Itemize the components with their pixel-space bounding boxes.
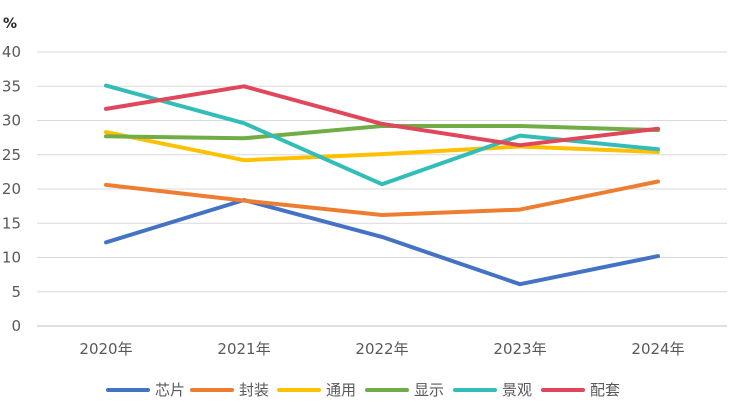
y-tick-label: 0 bbox=[11, 317, 21, 335]
series-line-显示 bbox=[104, 124, 660, 141]
series-line-配套 bbox=[104, 84, 660, 148]
y-tick-label: 30 bbox=[2, 112, 21, 130]
series-line-景观 bbox=[104, 83, 660, 187]
y-tick-label: 5 bbox=[11, 283, 21, 301]
legend-label: 景观 bbox=[502, 381, 532, 399]
legend-item: 配套 bbox=[541, 381, 620, 399]
y-axis-unit-label: % bbox=[3, 16, 17, 32]
y-tick-label: 20 bbox=[2, 180, 21, 198]
legend: 芯片 封装 通用 显示 景观 配套 bbox=[106, 381, 620, 399]
y-tick-label: 25 bbox=[2, 146, 21, 164]
x-tick-label: 2020年 bbox=[79, 340, 132, 358]
x-tick-label: 2022年 bbox=[355, 340, 408, 358]
legend-item: 显示 bbox=[365, 381, 444, 399]
legend-label: 显示 bbox=[414, 381, 444, 399]
series-lines bbox=[104, 83, 660, 287]
y-tick-label: 40 bbox=[2, 43, 21, 61]
y-tick-label: 15 bbox=[2, 214, 21, 232]
series-line-封装 bbox=[104, 179, 660, 217]
legend-label: 封装 bbox=[239, 381, 269, 399]
legend-label: 通用 bbox=[326, 381, 356, 399]
x-tick-label: 2023年 bbox=[493, 340, 546, 358]
x-tick-label: 2024年 bbox=[631, 340, 684, 358]
legend-item: 景观 bbox=[453, 381, 532, 399]
series-line-芯片 bbox=[104, 198, 660, 287]
legend-item: 封装 bbox=[190, 381, 269, 399]
legend-label: 配套 bbox=[590, 381, 620, 399]
x-tick-label: 2021年 bbox=[217, 340, 270, 358]
y-tick-label: 35 bbox=[2, 77, 21, 95]
series-line-通用 bbox=[104, 130, 660, 163]
legend-label: 芯片 bbox=[155, 381, 185, 399]
x-axis-ticks: 2020年 2021年 2022年 2023年 2024年 bbox=[79, 340, 684, 358]
legend-item: 芯片 bbox=[106, 381, 185, 399]
y-axis-ticks: 0 5 10 15 20 25 30 35 40 bbox=[2, 43, 21, 335]
y-tick-label: 10 bbox=[2, 249, 21, 267]
legend-item: 通用 bbox=[277, 381, 356, 399]
